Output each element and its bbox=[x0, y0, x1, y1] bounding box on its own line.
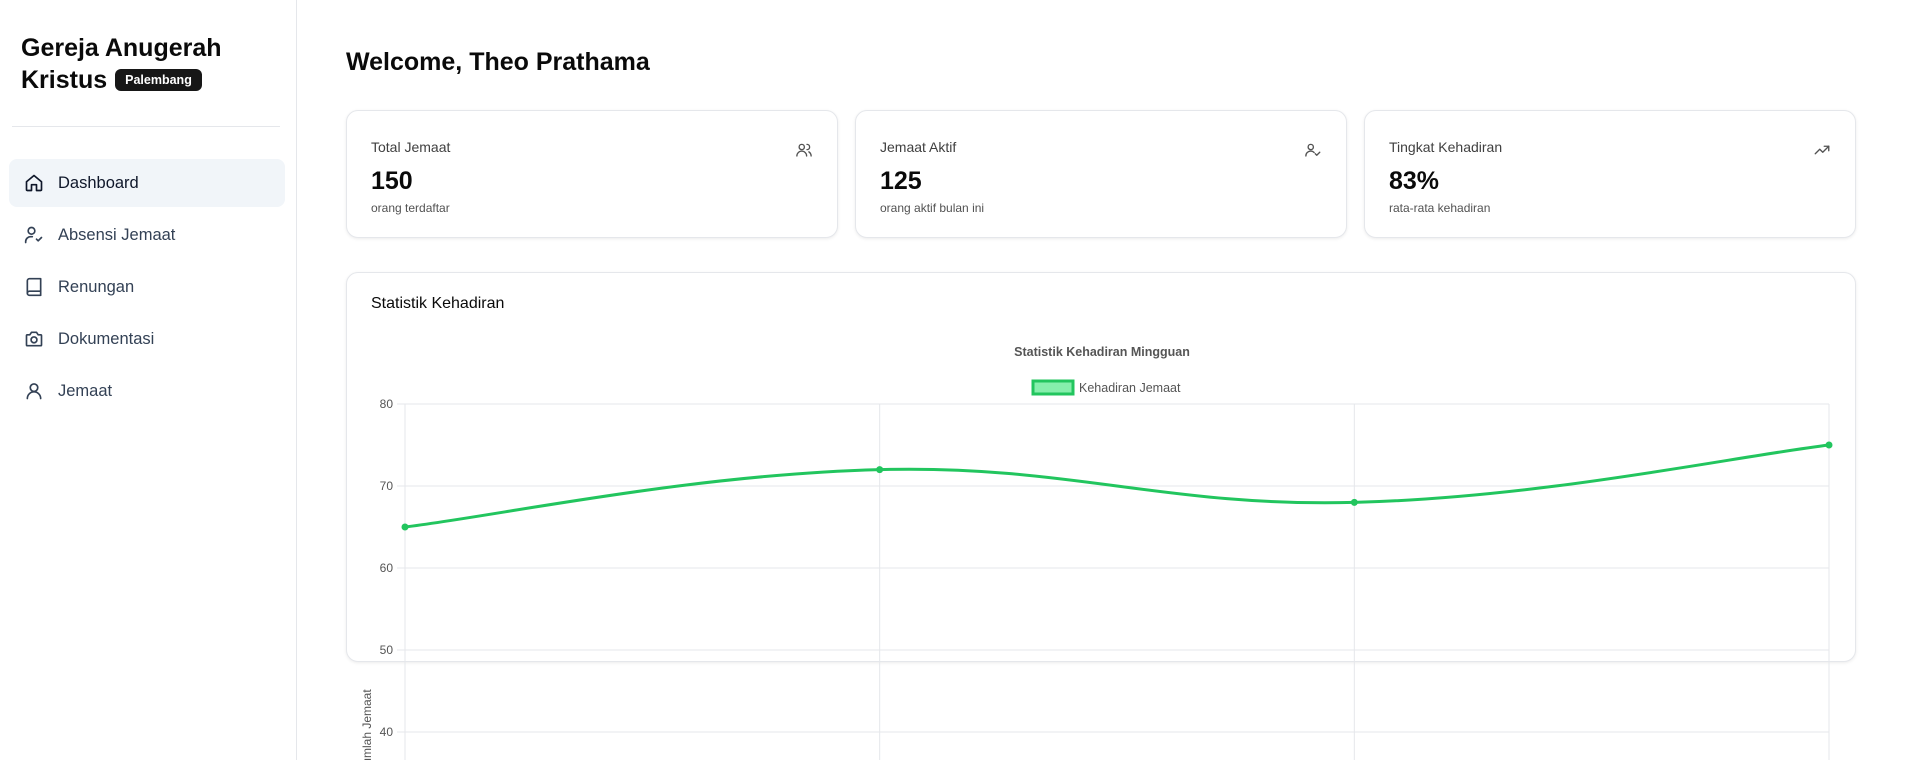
chart-grid bbox=[397, 403, 1830, 760]
card-subtitle: orang aktif bulan ini bbox=[880, 201, 985, 215]
card-value: 125 bbox=[880, 167, 922, 195]
users-icon bbox=[796, 143, 812, 157]
user-check-icon bbox=[1305, 143, 1321, 157]
y-tick-label: 40 bbox=[380, 725, 394, 739]
trending-up-icon bbox=[1814, 145, 1830, 155]
legend-swatch bbox=[1031, 379, 1075, 396]
y-tick-label: 80 bbox=[380, 397, 394, 411]
data-point[interactable] bbox=[876, 466, 884, 474]
card-value: 150 bbox=[371, 167, 413, 195]
main-content: Welcome, Theo Prathama Total Jemaat 150 … bbox=[298, 0, 1905, 760]
sidebar: Gereja Anugerah Kristus Palembang Dashbo… bbox=[0, 0, 297, 760]
card-value: 83% bbox=[1389, 167, 1440, 195]
data-point[interactable] bbox=[1825, 441, 1833, 449]
sidebar-nav: Dashboard Absensi Jemaat Renungan Dokume… bbox=[9, 159, 285, 419]
sidebar-item-label: Renungan bbox=[58, 277, 135, 296]
sidebar-item-label: Absensi Jemaat bbox=[58, 225, 176, 244]
sidebar-item-label: Dashboard bbox=[58, 173, 139, 192]
chart-card-title: Statistik Kehadiran bbox=[371, 295, 505, 312]
card-subtitle: orang terdaftar bbox=[371, 201, 450, 215]
brand-title-line1: Gereja Anugerah bbox=[21, 34, 222, 62]
home-icon bbox=[25, 174, 43, 192]
stat-card-tingkat-kehadiran: Tingkat Kehadiran 83% rata-rata kehadira… bbox=[1364, 110, 1856, 238]
data-point[interactable] bbox=[401, 523, 409, 531]
legend-label: Kehadiran Jemaat bbox=[1079, 381, 1181, 395]
page-title: Welcome, Theo Prathama bbox=[346, 48, 650, 76]
stat-card-total-jemaat: Total Jemaat 150 orang terdaftar bbox=[346, 110, 838, 238]
attendance-chart-card: Statistik Kehadiran bbox=[346, 272, 1856, 662]
sidebar-divider bbox=[12, 126, 280, 127]
sidebar-item-label: Dokumentasi bbox=[58, 329, 155, 348]
data-point[interactable] bbox=[1350, 498, 1358, 506]
brand: Gereja Anugerah Kristus Palembang bbox=[21, 32, 261, 96]
y-tick-label: 50 bbox=[380, 643, 394, 657]
series-line-kehadiran-jemaat bbox=[404, 443, 1830, 529]
sidebar-item-renungan[interactable]: Renungan bbox=[9, 263, 285, 311]
chart-legend: Kehadiran Jemaat bbox=[1031, 379, 1181, 396]
sidebar-item-dashboard[interactable]: Dashboard bbox=[9, 159, 285, 207]
book-icon bbox=[26, 277, 42, 297]
y-axis-label: Jumlah Jemaat bbox=[360, 689, 374, 760]
card-subtitle: rata-rata kehadiran bbox=[1389, 201, 1491, 215]
chart-axes: 80 70 60 50 40 bbox=[380, 397, 394, 739]
card-title: Jemaat Aktif bbox=[880, 139, 957, 155]
user-check-icon bbox=[24, 226, 43, 244]
camera-icon bbox=[25, 331, 43, 347]
user-icon bbox=[26, 383, 42, 400]
y-tick-label: 60 bbox=[380, 561, 394, 575]
card-title: Total Jemaat bbox=[371, 139, 451, 155]
brand-title-line2: Kristus bbox=[21, 66, 108, 94]
card-title: Tingkat Kehadiran bbox=[1389, 139, 1503, 155]
chart-title: Statistik Kehadiran Mingguan bbox=[1014, 345, 1190, 359]
location-badge: Palembang bbox=[115, 69, 202, 91]
y-tick-label: 70 bbox=[380, 479, 394, 493]
sidebar-item-dokumentasi[interactable]: Dokumentasi bbox=[9, 315, 285, 363]
stat-card-jemaat-aktif: Jemaat Aktif 125 orang aktif bulan ini bbox=[855, 110, 1347, 238]
series-points bbox=[401, 441, 1833, 531]
sidebar-item-label: Jemaat bbox=[58, 381, 113, 400]
sidebar-item-jemaat[interactable]: Jemaat bbox=[9, 367, 285, 415]
sidebar-item-absensi-jemaat[interactable]: Absensi Jemaat bbox=[9, 211, 285, 259]
